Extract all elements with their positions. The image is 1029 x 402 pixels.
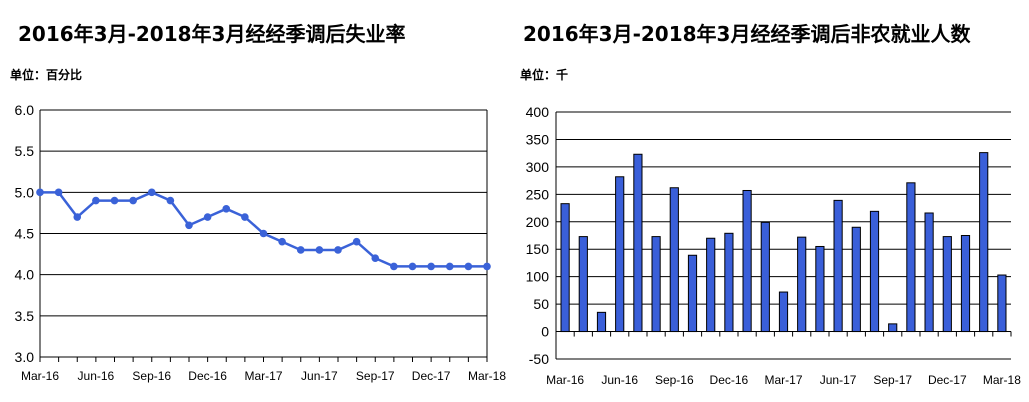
bar [869, 210, 880, 333]
data-point [73, 213, 82, 221]
data-point [203, 213, 212, 221]
y-tick-label: 4.5 [15, 226, 35, 242]
x-tick-label: Mar-17 [764, 373, 802, 387]
data-point [483, 262, 491, 271]
bar [851, 226, 861, 333]
y-tick-label: 4.0 [15, 267, 35, 283]
chart-title: 2016年3月-2018年3月经经季调后非农就业人数 [523, 22, 971, 46]
bar [669, 187, 679, 333]
y-tick-label: 350 [526, 131, 550, 147]
data-point [464, 262, 473, 271]
x-tick-label: Mar-17 [244, 369, 282, 383]
bar [815, 245, 825, 333]
x-tick-label: Jun-17 [820, 373, 857, 387]
y-tick-label: 250 [526, 186, 550, 202]
bar [760, 221, 770, 333]
x-tick-label: Sep-16 [655, 373, 694, 387]
x-tick-label: Mar-18 [468, 369, 506, 383]
x-tick-label: Jun-17 [301, 369, 338, 383]
data-point [54, 188, 63, 197]
unemployment-line-chart: 3.0 3.5 4.0 4.5 5.0 5.5 6.0 Mar-16 Jun-16 Sep-16 D… [15, 102, 507, 383]
y-tick-label: 150 [526, 241, 550, 257]
data-point [408, 262, 417, 271]
y-tick-label: 50 [533, 296, 549, 312]
x-tick-label: Mar-16 [546, 373, 584, 387]
x-tick-label: Dec-17 [412, 369, 451, 383]
data-point [241, 213, 249, 221]
y-tick-label: 3.5 [15, 308, 35, 324]
y-tick-label: 3.0 [15, 349, 35, 365]
bar [924, 212, 934, 333]
data-point [278, 237, 286, 246]
bar [778, 291, 789, 333]
x-tick-label: Sep-17 [356, 369, 395, 383]
bar [615, 176, 625, 333]
bar [960, 235, 971, 333]
data-point [147, 188, 156, 197]
x-tick-label: Sep-16 [132, 369, 171, 383]
unit-label: 单位：百分比 [10, 68, 83, 82]
data-point [129, 196, 137, 205]
unit-label: 单位：千 [520, 68, 569, 82]
bar [997, 274, 1007, 333]
nonfarm-payrolls-panel: 2016年3月-2018年3月经经季调后非农就业人数 单位：千 -50 0 50 10… [515, 0, 1029, 402]
bar [888, 323, 898, 333]
y-tick-label: 5.0 [15, 184, 35, 200]
bar [979, 152, 989, 333]
y-tick-label: 100 [526, 269, 550, 285]
x-tick-label: Dec-16 [188, 369, 227, 383]
y-tick-label: 0 [541, 324, 549, 340]
data-point [166, 196, 175, 205]
data-point [36, 188, 44, 197]
data-point [92, 196, 100, 205]
data-point [315, 246, 324, 254]
data-point [445, 262, 454, 271]
bar [942, 236, 952, 333]
bar [742, 189, 752, 333]
y-tick-label: 6.0 [15, 102, 35, 118]
x-tick-label: Mar-16 [21, 369, 59, 383]
data-point [427, 262, 435, 271]
bar [706, 237, 716, 333]
bar [906, 182, 916, 333]
unemployment-rate-panel: 2016年3月-2018年3月经经季调后失业率 单位：百分比 3.0 3.5 4.0… [10, 22, 507, 383]
bar [651, 236, 661, 333]
data-point [296, 246, 305, 254]
y-tick-label: 300 [526, 159, 550, 175]
x-tick-label: Jun-16 [78, 369, 115, 383]
data-point [110, 196, 119, 205]
data-point [390, 262, 398, 271]
x-tick-label: Dec-17 [928, 373, 967, 387]
chart-title: 2016年3月-2018年3月经经季调后失业率 [18, 22, 406, 46]
series-line [40, 190, 487, 268]
bar [578, 236, 588, 333]
bar [833, 199, 843, 333]
x-tick-label: Mar-18 [983, 373, 1021, 387]
data-point [334, 246, 342, 254]
y-tick-label: -50 [529, 351, 549, 367]
data-point [259, 229, 268, 238]
data-point [185, 221, 193, 230]
bar [724, 232, 734, 333]
y-tick-label: 200 [526, 214, 550, 230]
y-tick-label: 5.5 [15, 143, 35, 159]
bar [687, 254, 698, 333]
y-tick-label: 400 [526, 104, 550, 120]
data-point [222, 205, 231, 213]
data-point [371, 254, 380, 262]
nonfarm-payrolls-bar-chart: -50 0 50 100 150 200 250 300 350 400 Mar-16 Jun-16 S… [526, 104, 1022, 387]
bar [797, 236, 807, 333]
bar [596, 311, 607, 333]
x-tick-label: Jun-16 [601, 373, 638, 387]
bar [560, 203, 570, 333]
bar [633, 153, 643, 333]
x-tick-label: Sep-17 [873, 373, 912, 387]
x-tick-label: Dec-16 [710, 373, 749, 387]
data-point [352, 237, 361, 246]
